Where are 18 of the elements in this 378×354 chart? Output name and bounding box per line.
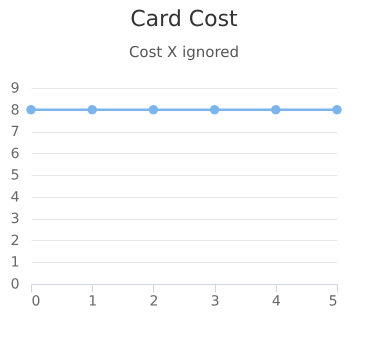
- y-tick-label: 1: [10, 254, 20, 271]
- y-tick-label: 3: [10, 211, 20, 228]
- y-tick-label: 9: [10, 80, 20, 96]
- chart-subtitle: Cost X ignored: [128, 43, 240, 61]
- y-tick-label: 7: [10, 124, 20, 140]
- chart-title: Card Cost: [130, 7, 238, 32]
- y-tick-label: 5: [10, 168, 20, 184]
- x-tick-label: 2: [149, 294, 158, 310]
- x-tick-label: 5: [328, 294, 338, 310]
- x-tick-label: 4: [272, 294, 281, 310]
- x-tick-label: 1: [88, 294, 98, 310]
- y-tick-label: 0: [10, 276, 20, 292]
- y-tick-label: 4: [10, 189, 20, 206]
- y-tick-label: 8: [10, 102, 20, 118]
- x-tick-label: 3: [210, 294, 220, 310]
- x-tick-label: 0: [32, 294, 40, 310]
- y-tick-label: 2: [10, 232, 20, 249]
- y-tick-label: 6: [10, 146, 20, 162]
